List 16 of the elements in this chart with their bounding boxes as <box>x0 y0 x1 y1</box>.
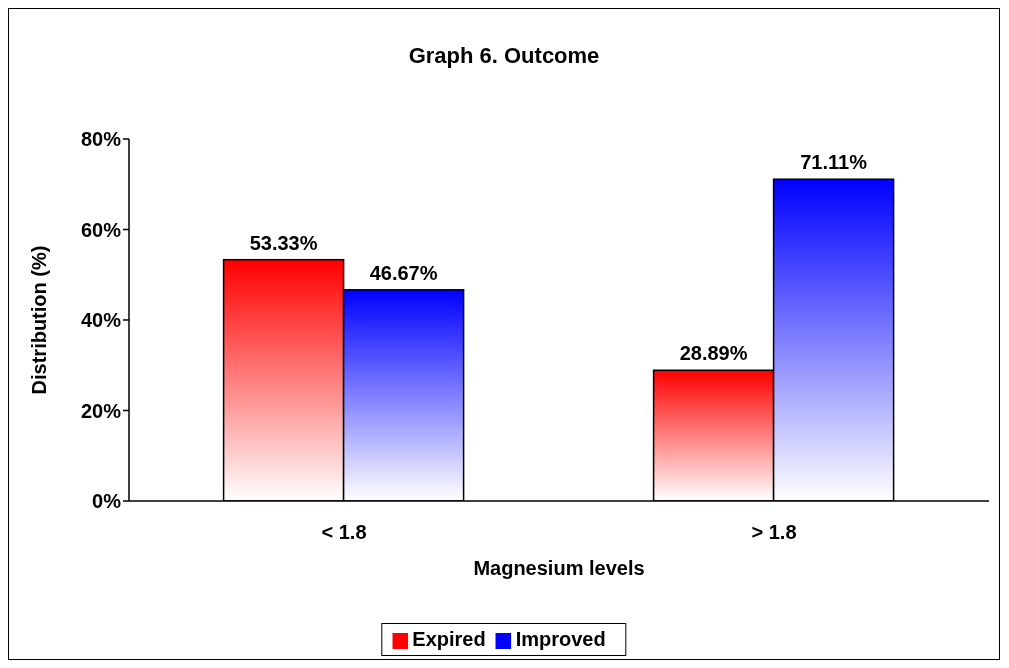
x-tick-label: > 1.8 <box>751 521 797 544</box>
x-axis-title: Magnesium levels <box>473 557 645 580</box>
data-label: 53.33% <box>249 231 318 254</box>
y-tick-label: 80% <box>80 128 122 151</box>
legend-label: Expired <box>412 628 486 650</box>
data-label: 71.11% <box>800 151 868 174</box>
y-tick-label: 20% <box>80 399 122 422</box>
data-label: 46.67% <box>369 261 438 284</box>
y-axis-title: Distribution (%) <box>28 245 51 395</box>
x-tick-label: < 1.8 <box>321 521 367 544</box>
chart-title: Graph 6. Outcome <box>407 43 601 69</box>
legend-label: Improved <box>515 628 606 650</box>
data-label: 28.89% <box>679 342 748 365</box>
y-tick-label: 40% <box>80 309 122 332</box>
y-tick-label: 60% <box>80 218 122 241</box>
y-tick-label: 0% <box>92 490 122 513</box>
